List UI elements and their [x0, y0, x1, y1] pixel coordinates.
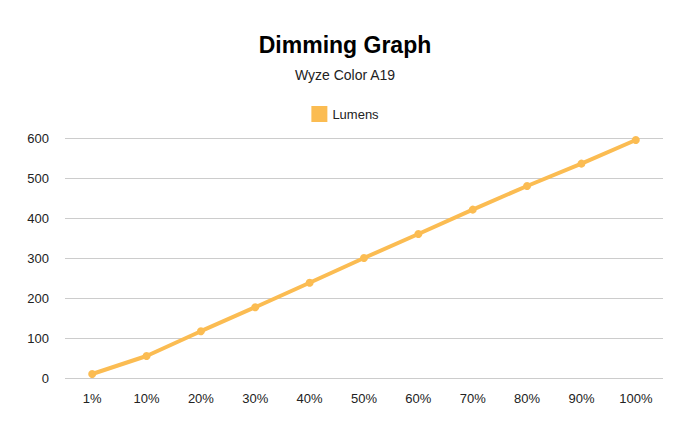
svg-text:100: 100	[27, 331, 49, 346]
svg-text:30%: 30%	[242, 391, 268, 406]
svg-text:40%: 40%	[297, 391, 323, 406]
svg-text:300: 300	[27, 251, 49, 266]
svg-text:500: 500	[27, 171, 49, 186]
svg-text:90%: 90%	[568, 391, 594, 406]
svg-text:Wyze Color A19: Wyze Color A19	[295, 67, 395, 83]
svg-text:10%: 10%	[134, 391, 160, 406]
svg-text:1%: 1%	[83, 391, 102, 406]
svg-text:Dimming Graph: Dimming Graph	[259, 32, 432, 58]
svg-text:Lumens: Lumens	[332, 107, 379, 122]
svg-text:50%: 50%	[351, 391, 377, 406]
svg-text:70%: 70%	[460, 391, 486, 406]
svg-text:60%: 60%	[405, 391, 431, 406]
svg-text:100%: 100%	[619, 391, 653, 406]
svg-text:600: 600	[27, 131, 49, 146]
svg-text:20%: 20%	[188, 391, 214, 406]
svg-text:80%: 80%	[514, 391, 540, 406]
svg-text:400: 400	[27, 211, 49, 226]
svg-text:0: 0	[42, 371, 49, 386]
svg-text:200: 200	[27, 291, 49, 306]
